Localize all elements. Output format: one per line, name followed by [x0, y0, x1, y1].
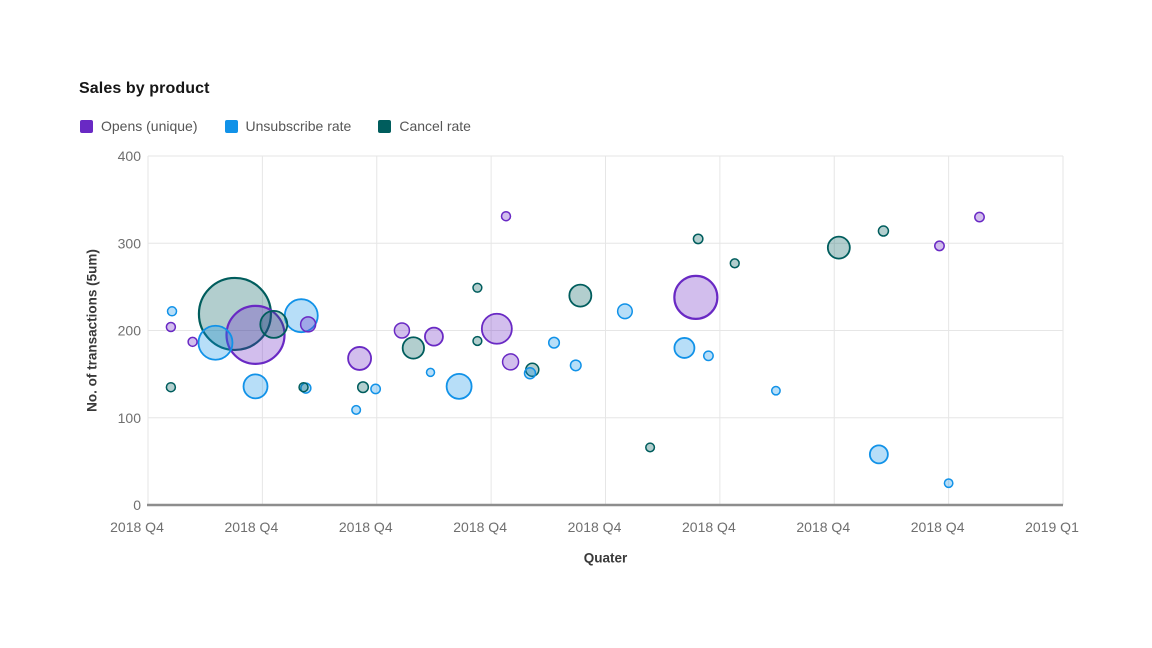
bubble-opens-unique[interactable] — [299, 316, 317, 333]
bubble-opens-unique[interactable] — [187, 336, 198, 348]
bubble-cancel-rate[interactable] — [356, 381, 370, 394]
bubble-cancel-rate[interactable] — [259, 309, 289, 339]
x-tick-label: 2018 Q4 — [453, 519, 507, 535]
legend-label: Unsubscribe rate — [245, 118, 352, 134]
bubble-cancel-rate[interactable] — [568, 283, 593, 308]
legend-item-cancel-rate[interactable]: Cancel rate — [378, 118, 471, 134]
bubble-unsubscribe-rate[interactable] — [242, 373, 269, 400]
bubble-unsubscribe-rate[interactable] — [868, 444, 889, 465]
bubble-opens-unique[interactable] — [974, 211, 985, 223]
x-tick-label: 2018 Q4 — [339, 519, 393, 535]
bubble-unsubscribe-rate[interactable] — [547, 336, 561, 349]
bubble-unsubscribe-rate[interactable] — [770, 385, 781, 396]
x-tick-label: 2018 Q4 — [682, 519, 736, 535]
bubble-unsubscribe-rate[interactable] — [523, 367, 537, 380]
y-tick-label: 0 — [133, 497, 141, 513]
bubble-cancel-rate[interactable] — [472, 282, 483, 293]
bubble-unsubscribe-rate[interactable] — [569, 359, 582, 372]
bubble-unsubscribe-rate[interactable] — [702, 350, 714, 362]
bubble-cancel-rate[interactable] — [472, 335, 483, 347]
legend-swatch-opens-unique — [80, 119, 93, 133]
legend-item-opens-unique[interactable]: Opens (unique) — [80, 118, 198, 134]
bubble-opens-unique[interactable] — [165, 321, 177, 333]
bubble-unsubscribe-rate[interactable] — [370, 383, 382, 395]
x-tick-label: 2018 Q4 — [911, 519, 965, 535]
chart-title: Sales by product — [79, 80, 210, 97]
legend-label: Cancel rate — [399, 118, 471, 134]
y-tick-label: 100 — [118, 410, 142, 426]
bubble-cancel-rate[interactable] — [165, 381, 177, 393]
bubble-cancel-rate[interactable] — [298, 381, 309, 393]
bubble-opens-unique[interactable] — [424, 326, 444, 347]
bubble-cancel-rate[interactable] — [729, 258, 740, 269]
bubble-opens-unique[interactable] — [347, 346, 372, 371]
bubble-cancel-rate[interactable] — [826, 235, 851, 260]
bubble-unsubscribe-rate[interactable] — [943, 478, 954, 489]
bubble-opens-unique[interactable] — [480, 312, 513, 345]
legend-swatch-unsubscribe-rate — [224, 119, 238, 133]
bubble-unsubscribe-rate[interactable] — [425, 367, 436, 378]
bubble-cancel-rate[interactable] — [645, 442, 656, 453]
bubble-unsubscribe-rate[interactable] — [197, 324, 234, 361]
x-tick-label: 2019 Q1 — [1025, 519, 1079, 535]
x-tick-label: 2018 Q4 — [110, 519, 164, 535]
x-tick-label: 2018 Q4 — [225, 519, 279, 535]
bubble-opens-unique[interactable] — [500, 210, 512, 222]
bubble-opens-unique[interactable] — [673, 274, 719, 320]
bubble-cancel-rate[interactable] — [401, 336, 425, 360]
bubble-unsubscribe-rate[interactable] — [351, 404, 362, 415]
y-tick-label: 200 — [118, 323, 142, 339]
bubble-cancel-rate[interactable] — [877, 225, 890, 237]
bubble-unsubscribe-rate[interactable] — [445, 372, 473, 400]
x-axis-title: Quater — [584, 551, 628, 566]
bubble-opens-unique[interactable] — [225, 304, 286, 365]
bubble-unsubscribe-rate[interactable] — [673, 337, 696, 359]
bubble-opens-unique[interactable] — [501, 353, 520, 371]
bubble-opens-unique[interactable] — [393, 322, 411, 339]
legend-label: Opens (unique) — [101, 118, 198, 134]
legend-swatch-cancel-rate — [378, 119, 392, 133]
bubble-unsubscribe-rate[interactable] — [616, 303, 633, 320]
legend: Opens (unique) Unsubscribe rate Cancel r… — [80, 118, 471, 134]
y-tick-label: 400 — [118, 148, 142, 164]
legend-item-unsubscribe-rate[interactable]: Unsubscribe rate — [224, 118, 352, 134]
bubble-cancel-rate[interactable] — [692, 233, 704, 245]
x-tick-label: 2018 Q4 — [568, 519, 622, 535]
bubble-unsubscribe-rate[interactable] — [166, 306, 178, 317]
y-tick-label: 300 — [118, 235, 142, 251]
x-tick-label: 2018 Q4 — [796, 519, 850, 535]
bubble-opens-unique[interactable] — [934, 240, 945, 252]
y-axis-title: No. of transactions (5um) — [85, 249, 100, 412]
